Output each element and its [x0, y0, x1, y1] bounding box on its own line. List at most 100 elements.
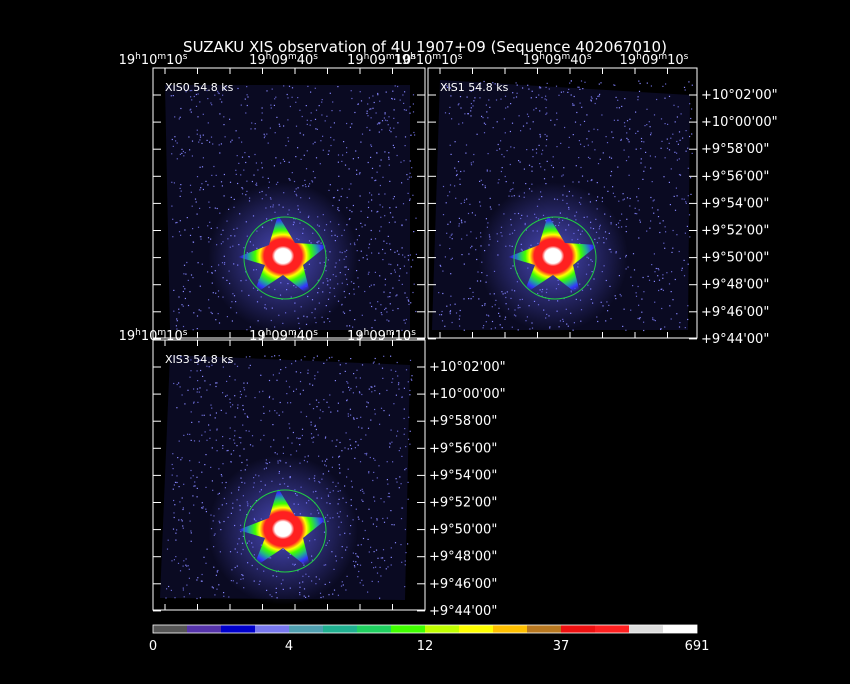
photon [401, 224, 403, 227]
photon [361, 133, 364, 135]
photon [201, 471, 203, 473]
photon [246, 180, 248, 182]
photon [321, 460, 323, 462]
photon [187, 279, 189, 281]
photon [660, 118, 663, 120]
photon [200, 580, 202, 582]
photon [577, 86, 579, 88]
photon [192, 277, 194, 279]
photon [546, 135, 548, 137]
photon [389, 303, 391, 305]
photon [337, 402, 339, 404]
photon [629, 197, 631, 200]
photon [225, 86, 227, 88]
photon [412, 291, 414, 294]
photon [626, 120, 629, 122]
photon [413, 283, 415, 285]
photon [264, 135, 266, 137]
photon [348, 293, 350, 295]
photon [318, 401, 320, 404]
photon [394, 85, 396, 87]
photon [378, 465, 380, 467]
photon [263, 133, 265, 135]
photon [293, 180, 296, 183]
photon [389, 446, 391, 448]
photon [387, 124, 389, 126]
photon [353, 373, 355, 375]
photon [190, 111, 192, 113]
photon [334, 380, 336, 382]
photon [196, 213, 198, 215]
photon [379, 184, 381, 187]
photon [206, 439, 208, 441]
photon [679, 322, 681, 324]
photon [198, 421, 200, 423]
photon [380, 498, 382, 500]
photon [476, 258, 478, 261]
photon [165, 597, 167, 599]
photon [199, 189, 201, 191]
photon [272, 398, 274, 400]
photon [456, 173, 458, 176]
photon [202, 506, 204, 508]
photon [653, 253, 655, 255]
photon [368, 247, 370, 249]
photon [244, 152, 246, 154]
photon [610, 175, 612, 177]
photon [388, 164, 390, 166]
photon [389, 180, 391, 182]
photon [212, 143, 214, 145]
photon [383, 521, 386, 523]
photon [371, 327, 373, 329]
photon [413, 231, 415, 233]
photon [218, 584, 220, 586]
photon [190, 96, 192, 98]
photon [175, 556, 177, 558]
photon [480, 179, 482, 181]
photon [208, 366, 210, 368]
photon [570, 80, 572, 82]
photon [243, 382, 245, 384]
photon [359, 461, 362, 463]
photon [311, 180, 313, 182]
photon [312, 384, 314, 386]
photon [274, 132, 276, 134]
photon [290, 454, 292, 456]
photon [340, 585, 343, 587]
photon [638, 80, 640, 82]
photon [252, 445, 254, 447]
photon [190, 439, 192, 441]
photon [398, 388, 400, 390]
photon [217, 90, 219, 92]
photon [676, 116, 678, 118]
photon [461, 238, 463, 240]
photon [314, 424, 316, 426]
photon [346, 196, 348, 199]
photon [246, 415, 248, 417]
photon [393, 117, 395, 119]
photon [350, 387, 352, 390]
photon [309, 383, 311, 385]
photon [449, 184, 452, 186]
photon [379, 423, 381, 425]
photon [222, 94, 224, 96]
photon [358, 391, 361, 393]
photon [196, 176, 199, 178]
photon [326, 359, 328, 361]
photon [458, 217, 460, 219]
photon [680, 113, 682, 115]
photon [291, 87, 294, 89]
photon [654, 320, 656, 322]
photon [568, 136, 570, 138]
photon [286, 93, 288, 96]
photon [211, 312, 213, 315]
photon [243, 389, 246, 391]
photon [188, 512, 191, 514]
photon [221, 185, 223, 187]
photon [262, 406, 265, 408]
photon [191, 421, 193, 423]
photon [231, 320, 233, 322]
photon [337, 410, 339, 412]
photon [377, 557, 379, 559]
photon [313, 357, 315, 359]
